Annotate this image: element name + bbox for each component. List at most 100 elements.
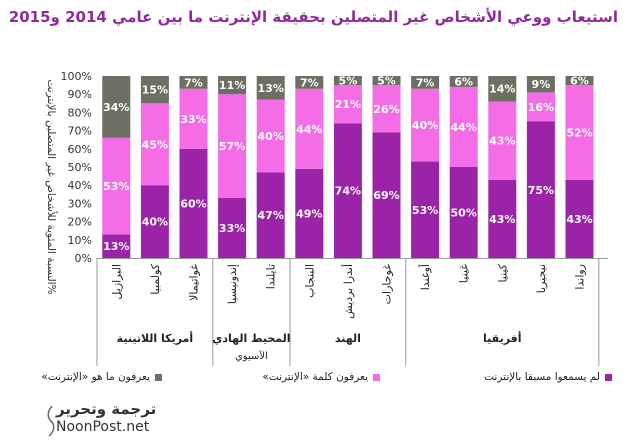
bar-segment [295, 168, 324, 258]
category-label: كولمبيا [149, 263, 162, 294]
data-label: 11% [219, 79, 245, 92]
legend: لم يسمعوا مسبقا بالإنترنت يعرفون كلمة «ا… [0, 371, 632, 391]
legend-item-know-word: يعرفون كلمة «الإنترنت» [262, 371, 380, 383]
bar-segment [526, 92, 555, 122]
legend-swatch [155, 373, 162, 381]
group-label: الهند [335, 332, 361, 345]
bar-segment [333, 85, 362, 124]
category-label: أوغندا [418, 264, 432, 290]
brand-mark-icon [47, 405, 55, 437]
category-label: إندونيسيا [226, 264, 239, 304]
y-tick-label: 50% [68, 161, 92, 174]
data-label: 13% [258, 82, 284, 95]
legend-item-never-heard: لم يسمعوا مسبقا بالإنترنت [484, 371, 612, 383]
legend-label: يعرفون ما هو «الإنترنت» [41, 371, 150, 383]
data-label: 57% [219, 140, 245, 153]
data-label: 69% [373, 189, 399, 202]
bar-segment [449, 76, 478, 87]
bar-segment [526, 76, 555, 93]
data-label: 40% [412, 119, 438, 132]
bar-segment [179, 148, 208, 258]
data-label: 7% [416, 76, 435, 89]
bar-segment [333, 76, 362, 86]
bar-segment [102, 234, 131, 258]
bar-segment [449, 86, 478, 167]
bar-segment [333, 123, 362, 258]
bar-segment [565, 76, 594, 86]
data-label: 13% [103, 240, 129, 253]
stacked-bar-chart: 0% 10% 20% 30% 40% 50% 60% 70% 80% 90% 100%%النسبة… [45, 70, 608, 366]
bar-segment [179, 88, 208, 149]
category-label: البرازيل [110, 264, 123, 300]
data-label: 43% [566, 213, 592, 226]
x-axis: البرازيل كولمبيا غواتيمالا إندونيسيا تايلندا… [96, 258, 608, 366]
group-label: أمريكا اللاتينية [117, 331, 193, 345]
bar-segment [140, 103, 169, 186]
category-label: نيجيريا [535, 264, 548, 293]
chart-title: استيعاب ووعي الأشخاص غير المتصلين بحقيقة… [8, 8, 618, 26]
group-label: المحيط الهادي [212, 332, 290, 345]
bar-segment [102, 137, 131, 235]
brand-logo: ترجمة وتحرير NoonPost.net [47, 400, 156, 437]
data-label: 14% [489, 83, 515, 96]
data-label: 44% [451, 121, 477, 134]
bar-segment [218, 197, 247, 258]
data-label: 7% [184, 76, 203, 89]
category-label: غينيا [458, 264, 471, 283]
bar-segment [140, 76, 169, 104]
legend-swatch [605, 373, 612, 381]
data-label: 21% [335, 98, 361, 111]
bar-segment [218, 76, 247, 95]
bar-segment [488, 101, 517, 180]
data-label: 26% [373, 103, 399, 116]
y-tick-label: 100% [61, 70, 92, 83]
data-label: 47% [258, 209, 284, 222]
bar-segment [256, 172, 285, 258]
bar-segment [218, 94, 247, 198]
category-label: غوجارات [381, 264, 394, 305]
bar-segment [411, 161, 440, 258]
data-label: 33% [180, 113, 206, 126]
data-label: 53% [103, 180, 129, 193]
y-tick-label: 60% [68, 143, 92, 156]
y-tick-label: 70% [68, 125, 92, 138]
legend-swatch [373, 373, 380, 381]
bars: 13% 53% 34% 40% 45% 15% 60% 33% 7% 33% 57% 11% 47% 40… [102, 75, 594, 258]
data-label: 6% [454, 75, 473, 88]
bar-segment [256, 76, 285, 100]
data-label: 50% [451, 207, 477, 220]
data-label: 15% [142, 84, 168, 97]
y-tick-label: 10% [68, 234, 92, 247]
y-tick-label: 30% [68, 197, 92, 210]
category-label: تايلندا [265, 264, 278, 289]
category-label: كينيا [496, 263, 509, 282]
bar-segment [411, 88, 440, 162]
data-label: 43% [489, 135, 515, 148]
group-label: أفريقيا [483, 331, 521, 345]
data-label: 75% [528, 184, 554, 197]
data-label: 74% [335, 185, 361, 198]
bar-segment [140, 185, 169, 258]
data-label: 34% [103, 101, 129, 114]
bar-segment [565, 179, 594, 258]
category-label: غواتيمالا [188, 264, 201, 301]
data-label: 5% [339, 75, 358, 88]
bar-segment [295, 76, 324, 89]
bar-segment [179, 76, 208, 89]
y-tick-label: 80% [68, 106, 92, 119]
legend-label: يعرفون كلمة «الإنترنت» [262, 371, 368, 383]
bar-segment [488, 76, 517, 102]
bar-segment [372, 85, 401, 133]
category-label: رواندا [574, 264, 587, 290]
bar-segment [411, 76, 440, 89]
data-label: 49% [296, 207, 322, 220]
data-label: 52% [566, 126, 592, 139]
bar-segment [488, 179, 517, 258]
data-label: 40% [258, 130, 284, 143]
data-label: 16% [528, 101, 554, 114]
bar-segment [372, 76, 401, 86]
y-tick-label: 0% [75, 252, 92, 265]
data-label: 45% [142, 138, 168, 151]
data-label: 33% [219, 222, 245, 235]
legend-label: لم يسمعوا مسبقا بالإنترنت [484, 371, 600, 383]
